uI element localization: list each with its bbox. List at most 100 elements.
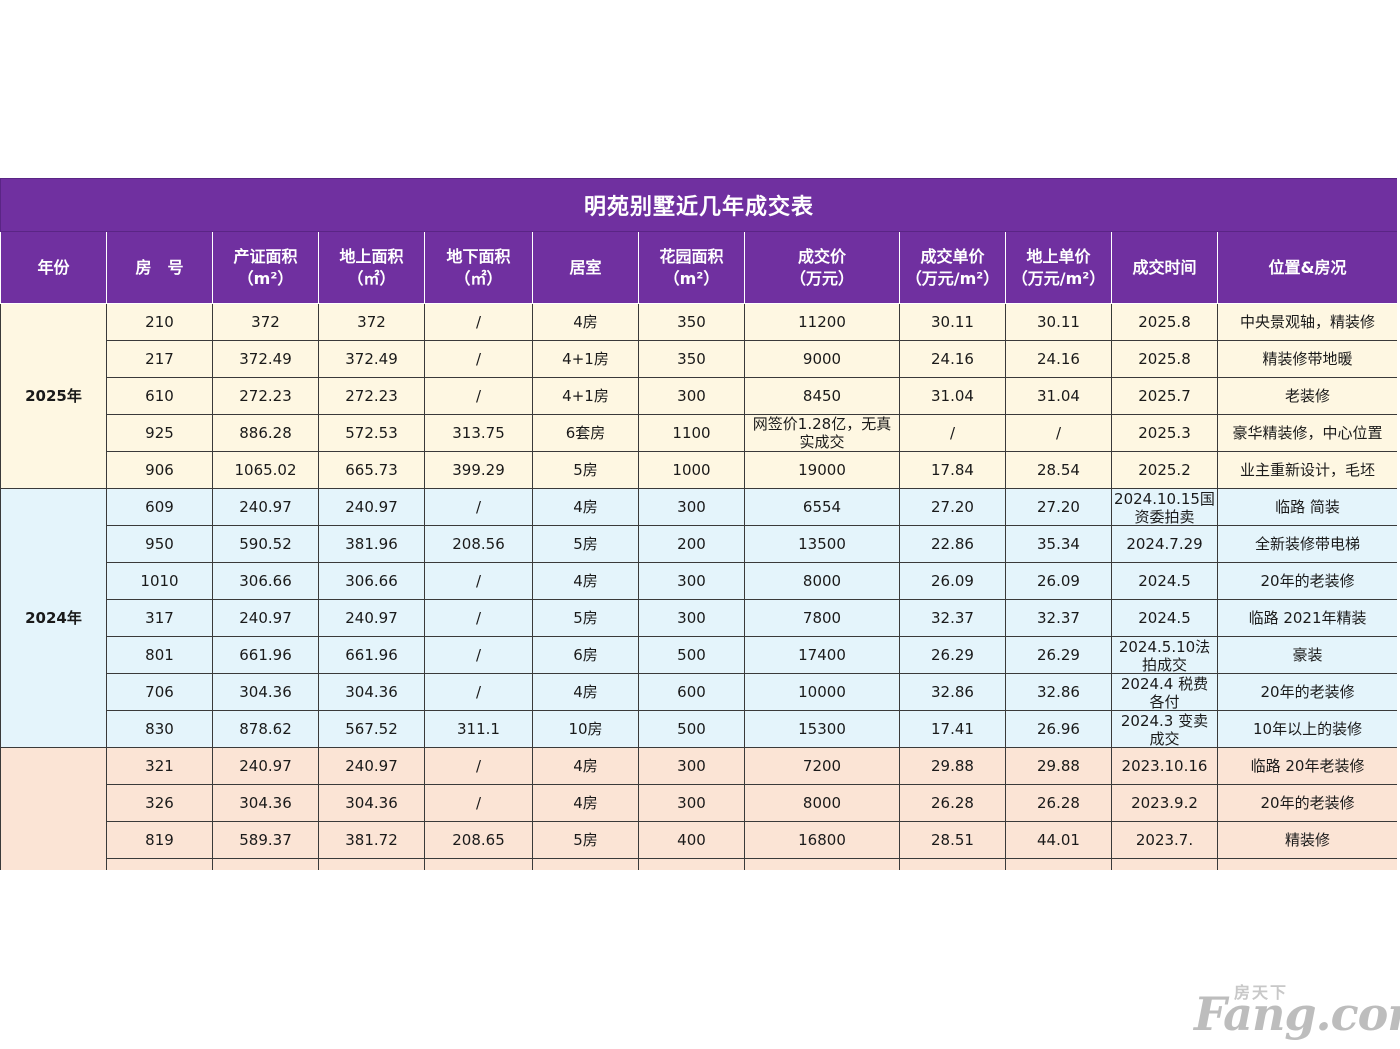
column-header: 成交时间 [1111, 231, 1218, 304]
table-cell: 306.66 [212, 562, 319, 600]
table-row: 326 304.36 304.36/4房 300 8000 26.28 26.28 2023.… [1, 784, 1397, 822]
table-cell: 2025.8 [1111, 340, 1218, 378]
table-row: 610 272.23 272.23/4+1房 300 8450 31.04 31.04 202… [1, 377, 1397, 415]
table-cell: 7200 [744, 747, 900, 785]
table-cell: 26.28 [899, 784, 1006, 822]
table-cell: 35.34 [1005, 525, 1112, 563]
column-header: 地上面积 （㎡） [318, 231, 425, 304]
table-cell [106, 858, 213, 870]
fang-watermark-logo: 房天下 Fang.com [1194, 979, 1400, 1041]
table-cell: 20年的老装修 [1216, 784, 1397, 822]
table-cell: 2025.8 [1111, 303, 1218, 341]
table-cell: 26.29 [1005, 636, 1112, 674]
table-cell: 610 [106, 377, 213, 415]
table-cell: 9000 [744, 340, 900, 378]
table-cell: 311.1 [424, 710, 533, 748]
column-header: 地上单价 （万元/m²） [1005, 231, 1112, 304]
table-cell: 豪华精装修，中心位置 [1216, 414, 1397, 452]
table-cell [638, 858, 745, 870]
transaction-table: 明苑别墅近几年成交表 年份房 号产证面积 （m²） 地上面积 （㎡） 地下面积 （㎡） 居室… [0, 178, 1397, 870]
year-cell: 2024年 [0, 488, 107, 748]
table-cell: 706 [106, 673, 213, 711]
table-cell: 2024.5 [1111, 599, 1218, 637]
table-cell [532, 858, 639, 870]
table-cell: / [424, 599, 533, 637]
table-cell: 17.41 [899, 710, 1006, 748]
column-header-label: 产证面积 [233, 246, 298, 266]
table-cell: / [424, 340, 533, 378]
table-cell: 7800 [744, 599, 900, 637]
table-cell: 1065.02 [212, 451, 319, 489]
column-header-label: 地下面积 [446, 246, 511, 266]
column-header-label: 花园面积 [659, 246, 724, 266]
table-cell: 4房 [532, 747, 639, 785]
table-cell: 350 [638, 303, 745, 341]
table-cell: 2024.3 变卖成交 [1111, 710, 1218, 748]
table-cell: 老装修 [1216, 377, 1397, 415]
table-cell: 4房 [532, 673, 639, 711]
column-header-label: 地上面积 [339, 246, 404, 266]
table-cell: 240.97 [318, 488, 425, 526]
table-cell: 10房 [532, 710, 639, 748]
table-cell: 2025.2 [1111, 451, 1218, 489]
table-cell: 13500 [744, 525, 900, 563]
table-cell: 306.66 [318, 562, 425, 600]
table-cell: 300 [638, 599, 745, 637]
table-cell: 24.16 [899, 340, 1006, 378]
table-cell: 网签价1.28亿，无真实成交 [744, 414, 900, 452]
table-cell: 300 [638, 784, 745, 822]
table-cell: 27.20 [899, 488, 1006, 526]
table-cell: 240.97 [212, 747, 319, 785]
table-cell: 11200 [744, 303, 900, 341]
table-cell: 2025.3 [1111, 414, 1218, 452]
table-row: 706 304.36 304.36/4房 600 10000 32.86 32.86 2024… [1, 673, 1397, 711]
table-cell: 精装修 [1216, 821, 1397, 859]
table-cell: 10000 [744, 673, 900, 711]
column-header-label: 成交单价 [920, 246, 985, 266]
table-cell: 28.51 [899, 821, 1006, 859]
table-cell: / [424, 747, 533, 785]
table-cell: 2023.10.16 [1111, 747, 1218, 785]
table-cell: 1010 [106, 562, 213, 600]
table-cell: 32.37 [1005, 599, 1112, 637]
table-cell: 31.04 [1005, 377, 1112, 415]
table-cell: / [424, 303, 533, 341]
table-cell: 300 [638, 488, 745, 526]
column-header-unit: （万元/m²） [1011, 268, 1106, 288]
table-cell: 31.04 [899, 377, 1006, 415]
table-cell: 22.86 [899, 525, 1006, 563]
table-cell: 208.65 [424, 821, 533, 859]
table-cell: 4+1房 [532, 377, 639, 415]
column-header-label: 位置&房况 [1268, 257, 1347, 277]
table-cell: 500 [638, 636, 745, 674]
table-cell: 17400 [744, 636, 900, 674]
table-cell: 272.23 [318, 377, 425, 415]
table-cell: / [1005, 414, 1112, 452]
table-cell: 304.36 [212, 784, 319, 822]
column-header-label: 年份 [37, 257, 70, 277]
watermark-top: 房天下 [1234, 983, 1289, 1002]
table-cell: 16800 [744, 821, 900, 859]
column-header: 房 号 [106, 231, 213, 304]
table-row: 950 590.52 381.96 208.56 5房 200 13500 22.86 35.3… [1, 525, 1397, 563]
table-cell: 240.97 [318, 747, 425, 785]
table-cell: 2023.7. [1111, 821, 1218, 859]
table-cell: / [899, 414, 1006, 452]
table-row: 2023年321240.97240.97/4房300720029.8829.88… [0, 747, 1397, 870]
table-cell: 819 [106, 821, 213, 859]
column-header-label: 地上单价 [1026, 246, 1091, 266]
table-cell: 208.56 [424, 525, 533, 563]
column-header: 花园面积 （m²） [638, 231, 745, 304]
column-header: 产证面积 （m²） [212, 231, 319, 304]
column-header: 位置&房况 [1216, 231, 1397, 304]
table-row: 2025年 210 372 372/4房 350 11200 30.11 30.11 2025.… [0, 303, 1397, 489]
column-header-unit: （㎡） [347, 268, 396, 288]
table-cell: 业主重新设计，毛坯 [1216, 451, 1397, 489]
table-cell: 350 [638, 340, 745, 378]
table-row: 925 886.28 572.53 313.75 6套房 1100 网签价1.28亿，无真实… [1, 414, 1397, 452]
watermark-main: Fang.com [1194, 987, 1400, 1041]
table-cell: 30.11 [899, 303, 1006, 341]
table-cell [1216, 858, 1397, 870]
table-cell: / [424, 673, 533, 711]
table-cell: 32.86 [1005, 673, 1112, 711]
